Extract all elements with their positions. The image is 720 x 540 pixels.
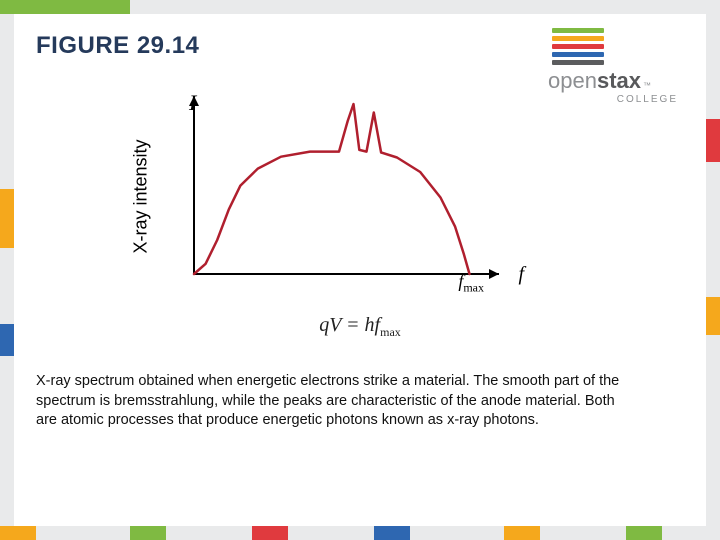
page-content: FIGURE 29.14 openstax ™ COLLEGE X-ray in…: [14, 14, 706, 526]
figure-title: FIGURE 29.14: [36, 32, 199, 60]
chart-svg: [134, 94, 514, 304]
logo-open-text: open: [548, 68, 597, 94]
logo-subtitle: COLLEGE: [548, 94, 688, 105]
border-left: [0, 0, 14, 540]
openstax-logo: openstax ™ COLLEGE: [548, 28, 688, 105]
x-max-label: fmax: [458, 271, 484, 296]
logo-tm: ™: [643, 81, 651, 90]
logo-bars-icon: [552, 28, 604, 65]
x-axis-symbol: f: [518, 263, 524, 286]
y-axis-symbol: I: [189, 90, 196, 116]
equation: qV = hfmax: [14, 314, 706, 340]
xray-spectrum-chart: X-ray intensity I f fmax: [134, 94, 514, 304]
logo-wordmark: openstax ™: [548, 68, 688, 94]
logo-stax-text: stax: [597, 68, 641, 94]
y-axis-label: X-ray intensity: [131, 139, 152, 253]
figure-caption: X-ray spectrum obtained when energetic e…: [36, 372, 626, 431]
border-bottom: [0, 526, 720, 540]
border-right: [706, 0, 720, 540]
